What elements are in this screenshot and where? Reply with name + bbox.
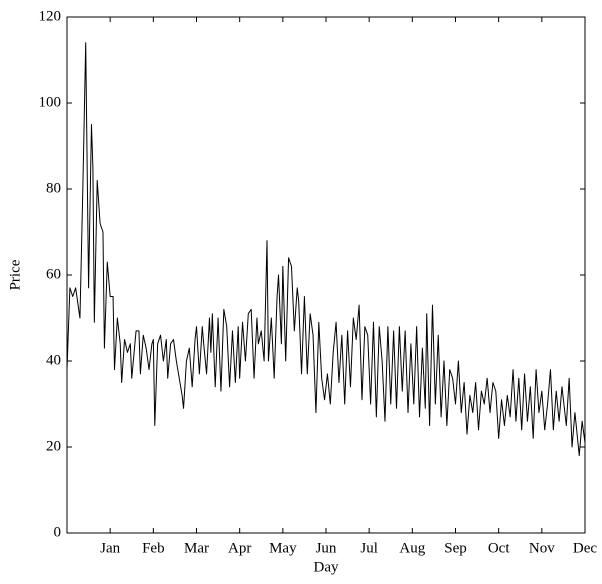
- x-tick-label: Mar: [184, 540, 209, 556]
- x-tick-label: May: [269, 540, 297, 556]
- y-tick-label: 100: [39, 94, 62, 110]
- x-tick-label: Jan: [100, 540, 120, 556]
- y-tick-label: 20: [46, 438, 61, 454]
- x-tick-label: Jun: [316, 540, 337, 556]
- x-tick-label: Oct: [488, 540, 510, 556]
- x-tick-label: Sep: [444, 540, 467, 556]
- y-tick-label: 60: [46, 266, 61, 282]
- x-tick-label: Nov: [529, 540, 555, 556]
- plot-frame: [66, 16, 586, 534]
- y-tick-label: 120: [39, 8, 62, 24]
- x-tick-label: Dec: [573, 540, 597, 556]
- x-axis-label: Day: [314, 559, 339, 575]
- x-tick-label: Feb: [142, 540, 165, 556]
- x-tick-label: Jul: [360, 540, 378, 556]
- price-line: [66, 42, 586, 457]
- x-tick-label: Aug: [399, 540, 425, 556]
- x-tick-label: Apr: [228, 540, 251, 556]
- y-tick-label: 0: [54, 524, 62, 540]
- y-tick-label: 80: [46, 180, 61, 196]
- y-tick-label: 40: [46, 352, 61, 368]
- y-axis-label: Price: [7, 259, 23, 290]
